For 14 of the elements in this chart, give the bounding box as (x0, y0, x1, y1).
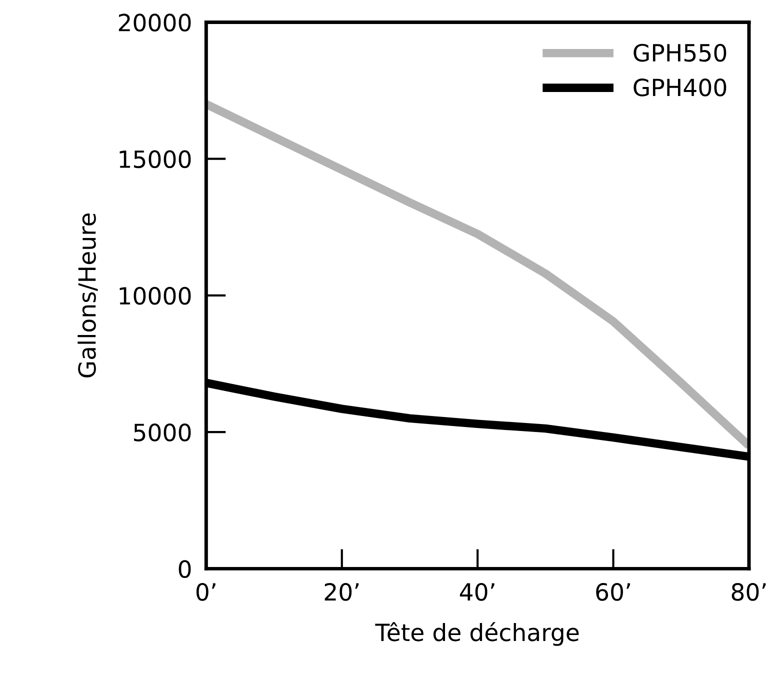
legend-label: GPH400 (634, 78, 726, 96)
y-tick-label: 15000 (120, 150, 191, 168)
x-tick-label: 20’ (324, 582, 359, 601)
legend-label: GPH550 (634, 44, 726, 62)
y-axis-title: Gallons/Heure (78, 213, 98, 378)
x-tick-label: 0’ (196, 582, 216, 601)
y-tick-label: 0 (178, 560, 191, 578)
x-tick-label: 80’ (732, 582, 766, 601)
y-tick-label: 10000 (120, 286, 191, 305)
x-tick-label: 40’ (460, 582, 494, 601)
y-tick-label: 5000 (134, 424, 191, 442)
x-tick-label: 60’ (596, 582, 630, 601)
y-tick-label: 20000 (118, 14, 191, 32)
x-axis-title: Tête de décharge (375, 622, 579, 646)
